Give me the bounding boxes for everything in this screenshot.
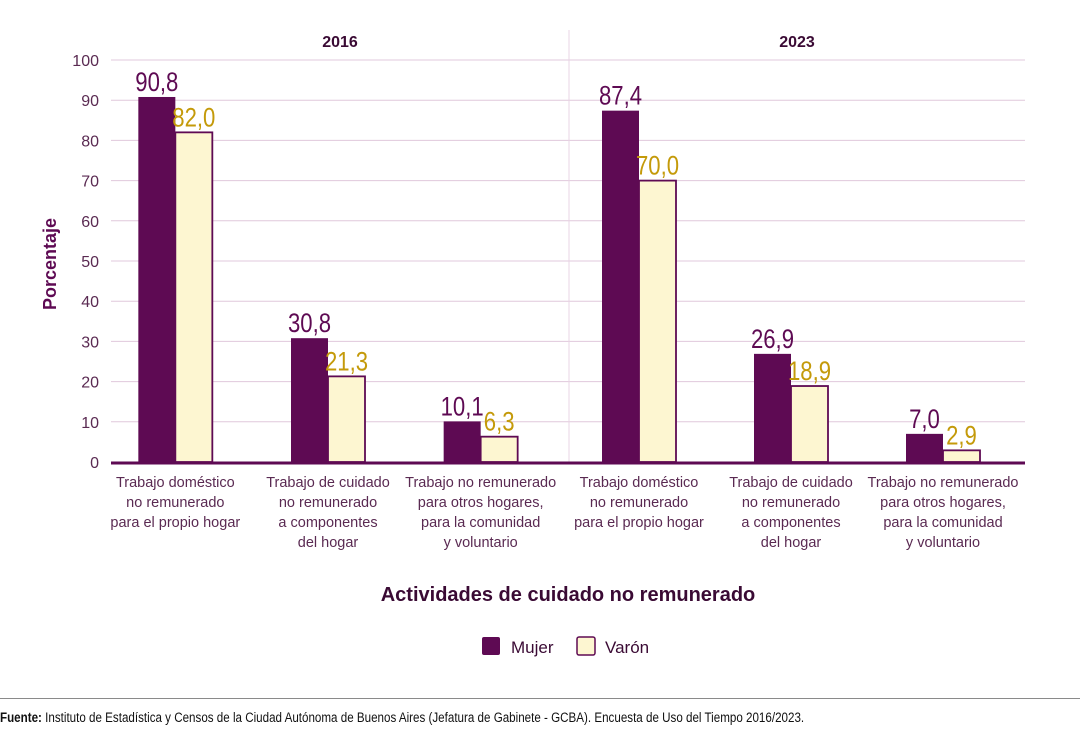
bar-mujer xyxy=(138,96,176,462)
x-tick-label: a componentes xyxy=(278,515,377,531)
source-label: Fuente: xyxy=(0,710,42,725)
x-tick-label: a componentes xyxy=(741,515,840,531)
x-tick-label: del hogar xyxy=(298,535,359,551)
source-divider xyxy=(0,698,1080,699)
x-tick-label: Trabajo no remunerado xyxy=(868,475,1019,491)
bar-varon xyxy=(327,375,366,463)
y-tick-label: 100 xyxy=(72,53,99,70)
y-tick-label: 30 xyxy=(81,334,99,351)
y-tick-label: 40 xyxy=(81,294,99,311)
y-tick-label: 10 xyxy=(81,415,99,432)
data-label: 70,0 xyxy=(636,152,679,182)
panel-title: 2016 xyxy=(322,34,358,51)
x-axis-title: Actividades de cuidado no remunerado xyxy=(381,584,756,606)
panel-title: 2023 xyxy=(779,34,815,51)
bar-varon xyxy=(174,131,214,463)
x-tick-label: para otros hogares, xyxy=(880,495,1006,511)
data-label: 21,3 xyxy=(325,347,368,377)
data-label: 30,8 xyxy=(288,309,331,339)
bar-chart: 0 10 20 30 40 50 60 70 80 90 100 Porcentaje 2016 90,8… xyxy=(40,30,1025,657)
legend-label-mujer: Mujer xyxy=(511,638,554,657)
x-tick-label: para el propio hogar xyxy=(574,515,704,531)
bar-varon xyxy=(942,449,981,463)
data-label: 82,0 xyxy=(172,103,215,133)
x-tick-label: del hogar xyxy=(761,535,822,551)
x-tick-label: no remunerado xyxy=(742,495,840,511)
data-label: 26,9 xyxy=(751,325,794,355)
data-label: 7,0 xyxy=(909,405,940,435)
x-tick-label: Trabajo de cuidado xyxy=(266,475,390,491)
y-tick-label: 0 xyxy=(90,455,99,472)
y-tick-label: 50 xyxy=(81,254,99,271)
legend-label-varon: Varón xyxy=(605,638,649,657)
x-tick-label: no remunerado xyxy=(590,495,688,511)
bar-mujer xyxy=(754,353,791,462)
bar-mujer xyxy=(906,433,943,462)
x-tick-label: y voluntario xyxy=(906,535,980,551)
y-tick-label: 80 xyxy=(81,133,99,150)
x-tick-label: para el propio hogar xyxy=(110,515,240,531)
data-label: 10,1 xyxy=(441,392,484,422)
x-tick-label: para otros hogares, xyxy=(418,495,544,511)
legend-swatch-mujer xyxy=(482,637,500,655)
data-label: 87,4 xyxy=(599,82,642,112)
bar-varon xyxy=(790,385,829,463)
data-label: 6,3 xyxy=(484,408,515,438)
bar-mujer xyxy=(443,421,481,462)
y-tick-label: 60 xyxy=(81,214,99,231)
x-tick-label: Trabajo no remunerado xyxy=(405,475,556,491)
bar-mujer xyxy=(602,110,639,462)
y-tick-label: 70 xyxy=(81,174,99,191)
data-label: 18,9 xyxy=(788,357,831,387)
data-label: 90,8 xyxy=(135,68,178,98)
x-tick-label: no remunerado xyxy=(279,495,377,511)
source-note: Fuente: Instituto de Estadística y Censo… xyxy=(0,710,804,725)
y-axis-title: Porcentaje xyxy=(40,218,60,310)
y-tick-label: 90 xyxy=(81,93,99,110)
bar-mujer xyxy=(291,338,328,462)
x-tick-label: y voluntario xyxy=(444,535,518,551)
legend-swatch-varon xyxy=(576,636,596,656)
x-tick-label: para la comunidad xyxy=(421,515,540,531)
data-label: 2,9 xyxy=(946,421,977,451)
source-text: Instituto de Estadística y Censos de la … xyxy=(41,710,805,725)
bar-varon xyxy=(479,435,519,463)
bar-varon xyxy=(638,179,677,463)
x-tick-label: Trabajo doméstico xyxy=(580,475,699,491)
x-tick-label: Trabajo doméstico xyxy=(116,475,235,491)
x-tick-label: Trabajo de cuidado xyxy=(729,475,853,491)
x-tick-label: no remunerado xyxy=(126,495,224,511)
y-tick-label: 20 xyxy=(81,375,99,392)
x-tick-label: para la comunidad xyxy=(883,515,1002,531)
